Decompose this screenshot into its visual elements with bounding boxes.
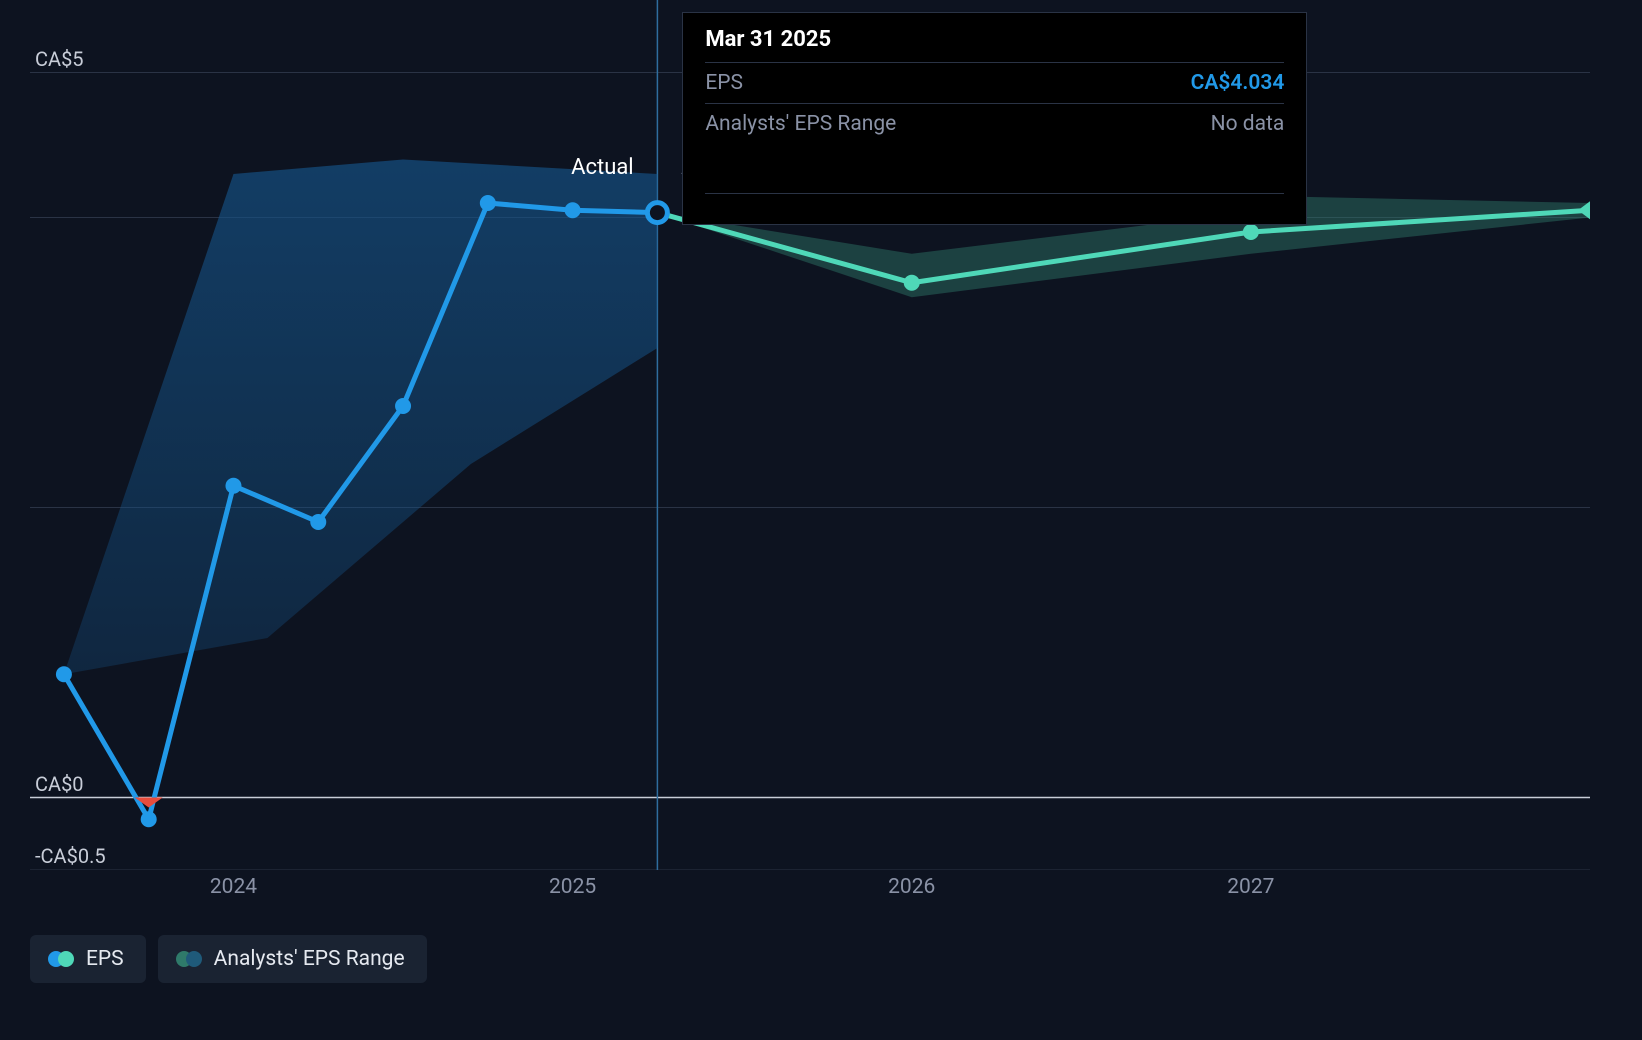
legend-item-eps[interactable]: EPS [30,935,146,983]
legend-label: EPS [86,947,124,971]
section-label-actual: Actual [571,155,634,180]
eps-chart[interactable]: CA$5CA$0-CA$0.5 2024202520262027 Actual … [30,0,1590,870]
tooltip-value: CA$4.034 [1191,71,1285,95]
tooltip-title: Mar 31 2025 [705,27,1284,62]
x-tick-label: 2024 [210,875,257,899]
legend-swatch-icon [48,951,74,967]
legend-item-range[interactable]: Analysts' EPS Range [158,935,427,983]
tooltip-value: No data [1211,112,1285,136]
tooltip-row-eps: EPS CA$4.034 [705,62,1284,103]
x-tick-label: 2026 [888,875,935,899]
tooltip-row-range: Analysts' EPS Range No data [705,103,1284,144]
y-tick-label: -CA$0.5 [35,844,106,868]
legend-label: Analysts' EPS Range [214,947,405,971]
y-tick-label: CA$5 [35,47,84,71]
tooltip-label: Analysts' EPS Range [705,112,896,136]
x-tick-label: 2027 [1227,875,1274,899]
tooltip-label: EPS [705,71,743,95]
chart-tooltip: Mar 31 2025 EPS CA$4.034 Analysts' EPS R… [682,12,1307,225]
y-tick-label: CA$0 [35,772,84,796]
legend-swatch-icon [176,951,202,967]
chart-legend: EPS Analysts' EPS Range [30,935,427,983]
x-tick-label: 2025 [549,875,596,899]
